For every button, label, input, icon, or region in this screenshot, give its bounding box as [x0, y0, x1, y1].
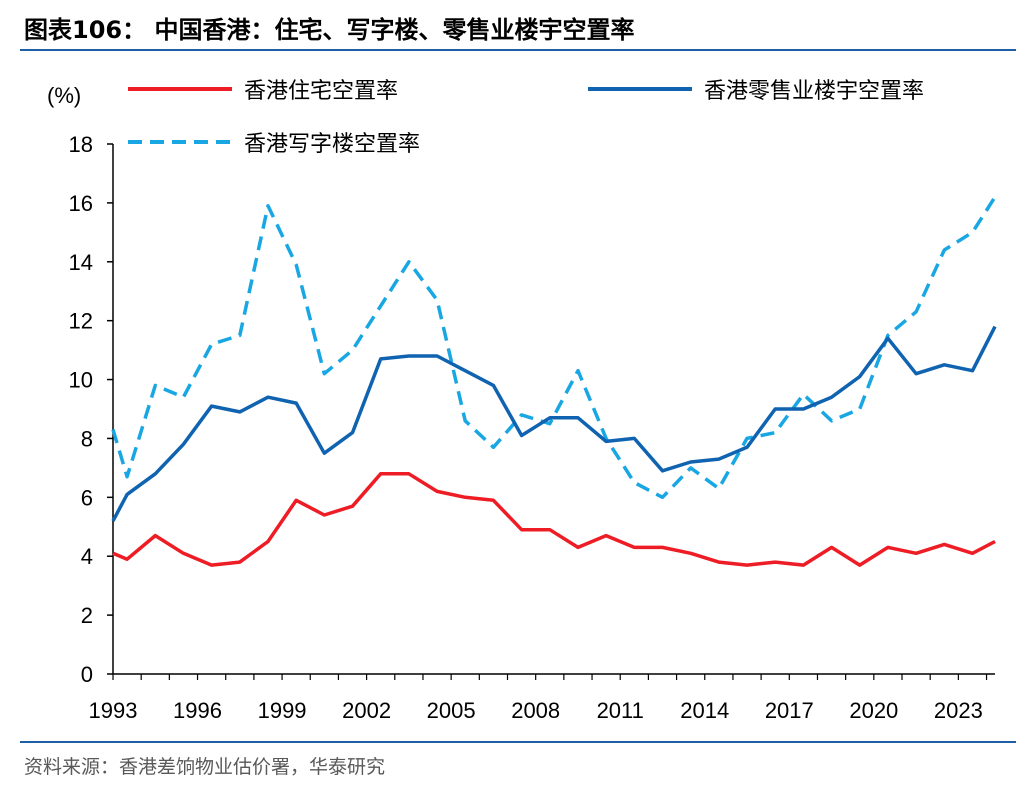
series-line-2: [111, 196, 997, 500]
series-lines: [111, 196, 997, 567]
y-tick-label: 18: [69, 132, 93, 157]
x-tick-label: 2023: [934, 698, 983, 723]
x-tick-label: 1999: [258, 698, 307, 723]
x-tick-label: 2011: [597, 698, 644, 723]
footer-divider: [20, 741, 1016, 743]
source-note: 资料来源：香港差饷物业估价署，华泰研究: [24, 756, 386, 778]
y-tick-label: 8: [81, 426, 93, 451]
y-tick-label: 10: [69, 368, 93, 393]
y-axis-unit: (%): [47, 83, 81, 108]
x-tick-label: 2005: [427, 698, 476, 723]
title-divider: [20, 49, 1016, 51]
y-tick-label: 12: [69, 309, 93, 334]
legend: 香港住宅空置率 香港零售业楼宇空置率 香港写字楼空置率: [128, 79, 924, 157]
chart-title: 图表106： 中国香港：住宅、写字楼、零售业楼宇空置率: [24, 16, 635, 44]
y-tick-label: 2: [81, 603, 93, 628]
legend-label-office: 香港写字楼空置率: [244, 132, 420, 157]
x-tick-label: 2020: [849, 698, 898, 723]
x-tick-label: 2002: [342, 698, 391, 723]
y-tick-label: 4: [81, 544, 93, 569]
y-tick-label: 6: [81, 485, 93, 510]
y-tick-label: 14: [69, 250, 93, 275]
legend-label-retail: 香港零售业楼宇空置率: [704, 79, 924, 104]
series-line-0: [112, 472, 996, 567]
y-tick-label: 16: [69, 191, 93, 216]
series-line-1: [111, 325, 997, 522]
y-tick-label: 0: [81, 662, 93, 687]
axes: 0 2 4 6 8 10 12 14 16 18 1993 1996 1999 2002 2005 2008 2…: [69, 132, 995, 723]
x-tick-label: 1996: [173, 698, 222, 723]
x-tick-label: 2008: [511, 698, 560, 723]
x-tick-label: 1993: [89, 698, 138, 723]
x-tick-label: 2017: [765, 698, 814, 723]
x-tick-label: 2014: [680, 698, 729, 723]
legend-label-residential: 香港住宅空置率: [244, 79, 398, 104]
